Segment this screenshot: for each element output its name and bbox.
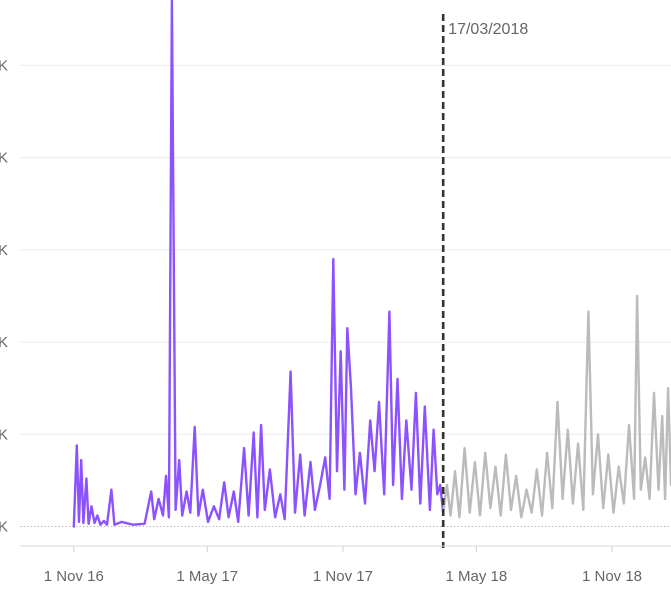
y-tick-label-4: K	[0, 150, 8, 167]
x-axis: 1 Nov 16 1 May 17 1 Nov 17 1 May 18 1 Nov 18	[20, 545, 671, 585]
x-tick-label-3: 1 May 18	[446, 568, 508, 585]
y-tick-label-5: K	[0, 57, 8, 74]
y-axis-labels: K K K K K K	[0, 57, 8, 535]
y-tick-label-2: K	[0, 334, 8, 351]
x-tick-label-4: 1 Nov 18	[582, 568, 642, 585]
gridlines	[20, 64, 671, 528]
series-lines	[72, 0, 671, 528]
reference-line-label: 17/03/2018	[448, 21, 528, 38]
y-tick-label-0: K	[0, 519, 8, 536]
y-tick-label-1: K	[0, 426, 8, 443]
x-tick-label-1: 1 May 17	[176, 568, 238, 585]
series-line-0	[72, 0, 445, 528]
x-tick-label-2: 1 Nov 17	[313, 568, 373, 585]
y-tick-label-3: K	[0, 242, 8, 259]
series-line-1	[442, 294, 671, 519]
x-tick-label-0: 1 Nov 16	[44, 568, 104, 585]
reference-line-group: 17/03/2018	[441, 14, 528, 548]
